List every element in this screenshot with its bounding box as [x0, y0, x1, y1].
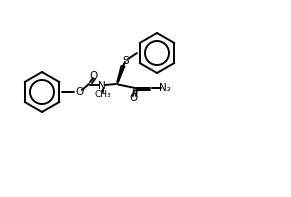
- Text: S: S: [123, 56, 129, 66]
- Text: N: N: [98, 81, 106, 91]
- Text: N₂: N₂: [159, 83, 171, 93]
- Text: O: O: [75, 87, 83, 97]
- Polygon shape: [117, 66, 125, 84]
- Text: CH₃: CH₃: [95, 89, 111, 98]
- Text: O: O: [129, 93, 137, 103]
- Text: O: O: [90, 71, 98, 81]
